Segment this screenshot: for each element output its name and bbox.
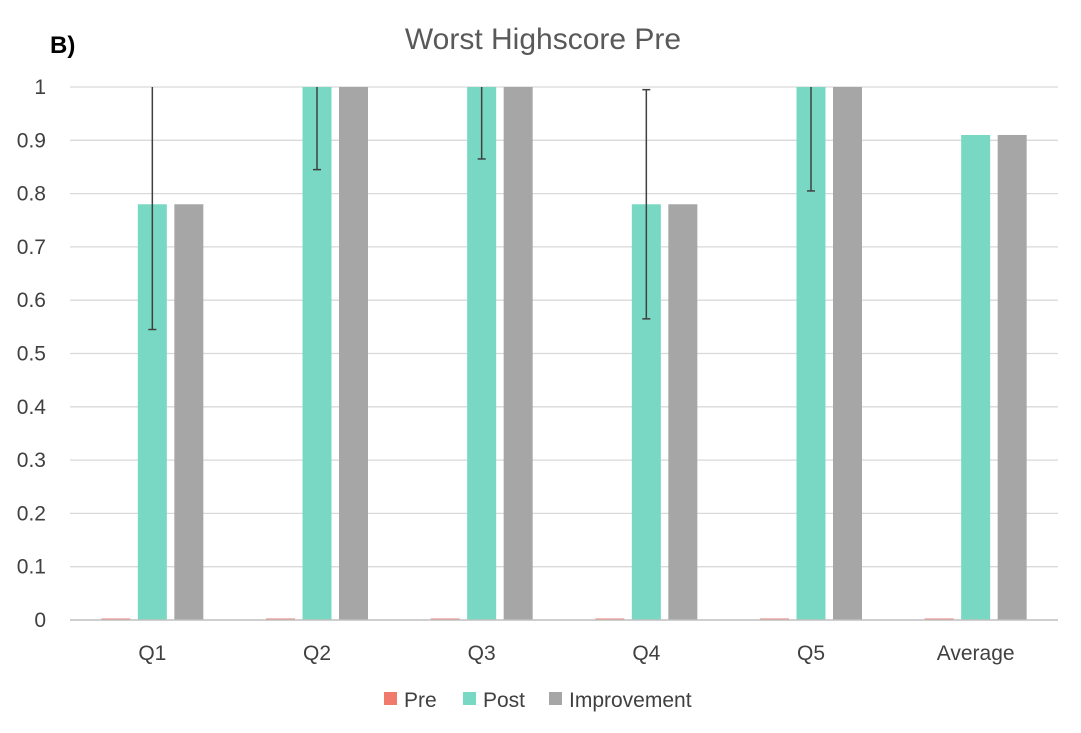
- bar-improvement: [174, 204, 204, 620]
- x-axis-ticks: Q1 Q2 Q3 Q4 Q5 Average: [138, 642, 1014, 665]
- x-tick-label: Average: [937, 642, 1015, 665]
- legend-swatch-improvement: [549, 692, 562, 705]
- legend-swatch-pre: [384, 692, 397, 705]
- legend-label-pre: Pre: [404, 689, 437, 712]
- x-tick-label: Q5: [797, 642, 825, 665]
- bar-improvement: [503, 87, 533, 620]
- y-tick-label: 0.6: [17, 289, 46, 312]
- bar-improvement: [833, 87, 862, 620]
- y-tick-label: 0.9: [17, 129, 46, 152]
- x-tick-label: Q3: [468, 642, 496, 665]
- bar-improvement: [668, 204, 698, 620]
- y-tick-label: 0.3: [17, 449, 46, 472]
- bar-improvement: [997, 134, 1027, 620]
- y-tick-label: 0: [34, 609, 46, 632]
- y-tick-label: 0.2: [17, 502, 46, 525]
- bar-post: [302, 87, 332, 620]
- y-tick-label: 1: [34, 76, 46, 99]
- legend-label-improvement: Improvement: [569, 689, 692, 712]
- x-tick-label: Q2: [303, 642, 331, 665]
- y-tick-label: 0.5: [17, 343, 46, 366]
- y-tick-label: 0.8: [17, 183, 46, 206]
- bars: [101, 87, 1027, 620]
- gridlines: [70, 86, 1058, 568]
- bar-improvement: [339, 87, 368, 620]
- legend-label-post: Post: [483, 689, 525, 712]
- error-bars: [148, 87, 815, 331]
- bar-post: [961, 134, 991, 620]
- y-tick-label: 0.7: [17, 236, 46, 259]
- legend-swatch-post: [463, 692, 476, 705]
- y-axis-ticks: 0 0.1 0.2 0.3 0.4 0.5 0.6 0.7 0.8 0.9 1: [17, 76, 47, 632]
- chart-title: Worst Highscore Pre: [405, 23, 681, 56]
- bar-post: [467, 87, 497, 620]
- legend: Pre Post Improvement: [384, 689, 692, 712]
- x-tick-label: Q1: [138, 642, 166, 665]
- y-tick-label: 0.1: [17, 556, 46, 579]
- x-tick-label: Q4: [632, 642, 660, 665]
- panel-label: B): [50, 32, 75, 59]
- y-tick-label: 0.4: [17, 396, 47, 419]
